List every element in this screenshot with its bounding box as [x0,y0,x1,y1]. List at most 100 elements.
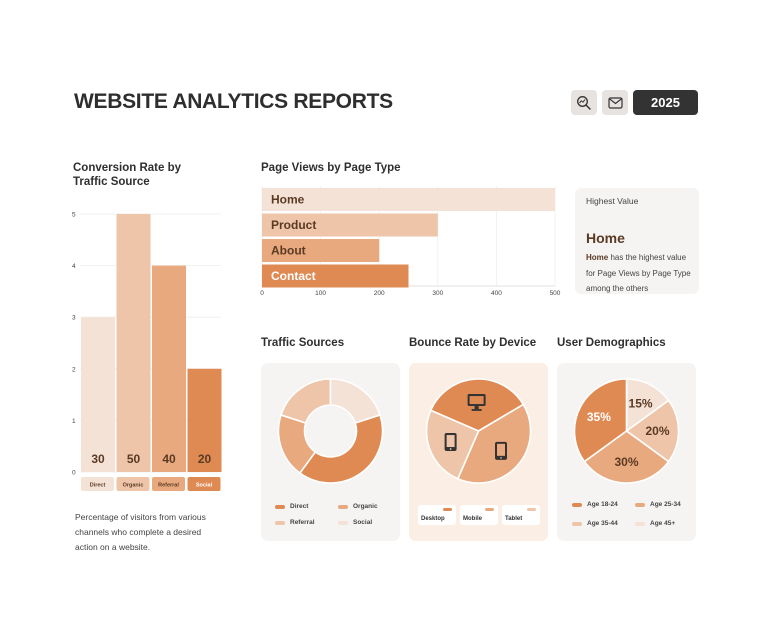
x-tick-label: 100 [315,290,326,297]
legend-swatch [338,520,348,525]
legend-swatch [275,504,285,509]
slice-age-18-24 [573,378,628,463]
category-label-organic: Organic [123,483,144,489]
highest-value-name-inline: Home [586,253,609,262]
category-label-product: Product [271,218,316,232]
bar-about [262,239,380,262]
category-chip-referral [152,477,185,491]
bar-social [187,368,222,472]
device-legend-desktop: Desktop [418,505,456,525]
legend-label: Age 35-44 [587,520,618,527]
page-views-title: Page Views by Page Type [261,162,401,174]
device-legend-mobile: Mobile [460,505,498,525]
legend-swatch [635,502,645,507]
legend-label: Age 25-34 [650,501,681,508]
legend-swatch [572,502,582,507]
device-legend-tablet: Tablet [502,505,540,525]
mail-icon [607,96,623,109]
legend-item-social: Social [338,519,372,526]
bar-direct [81,317,115,472]
legend-label: Social [353,519,373,526]
legend-label: Organic [353,503,378,510]
x-tick-label: 500 [550,290,561,297]
slice-age-45 [625,378,670,433]
highest-value-description: Home has the highest value for Page View… [586,250,694,297]
data-label-organic: 50 [127,452,141,466]
legend-swatch [275,520,285,525]
legend-label: Direct [290,503,309,510]
legend-label: Desktop [421,516,445,522]
bar-organic [116,214,151,472]
x-tick-label: 400 [491,290,502,297]
conversion-title: Conversion Rate by Traffic Source [73,162,181,188]
legend-item-age-45: Age 45+ [635,520,675,527]
bounce-title: Bounce Rate by Device [409,337,537,349]
category-label-referral: Referral [158,483,179,489]
data-label-direct: 30 [91,452,105,466]
slice-direct [298,413,384,484]
x-tick-label: 200 [374,290,385,297]
bar-contact [262,264,409,288]
bar-referral [152,265,186,472]
bar-product [262,213,438,237]
legend-swatch [635,521,645,526]
data-label-age-18-24: 35% [587,410,611,424]
y-tick-label: 2 [72,366,76,373]
y-tick-label: 0 [72,470,76,477]
category-label-contact: Contact [271,269,316,283]
bounce-pie-chart [425,378,532,484]
legend-label: Tablet [505,516,523,522]
legend-swatch [338,504,348,509]
legend-label: Age 45+ [650,520,676,527]
legend-label: Age 18-24 [587,501,618,508]
category-chip-organic [116,477,150,491]
tablet-icon [444,433,457,452]
legend-item-age-25-34: Age 25-34 [635,501,681,508]
data-label-referral: 40 [162,452,176,466]
data-label-age-35-44: 20% [645,424,669,438]
y-tick-label: 1 [72,418,76,425]
slice-referral [280,378,332,424]
x-tick-label: 0 [260,290,264,297]
highest-value-card: Highest Value Home Home has the highest … [575,188,699,294]
desktop-icon [467,394,486,411]
conversion-description: Percentage of visitors from various chan… [75,512,206,552]
traffic-title: Traffic Sources [261,337,345,349]
legend-item-age-35-44: Age 35-44 [572,520,618,527]
traffic-donut-chart [277,378,384,484]
y-tick-label: 4 [72,263,76,270]
legend-item-age-18-24: Age 18-24 [572,501,618,508]
highest-value-label: Highest Value [586,196,639,206]
analytics-search-button[interactable] [571,90,597,115]
slice-age-35-44 [625,399,680,463]
conversion-bar-chart: 0 1 2 3 4 5 30 Direct 50 Organic 40 Referral 20 Socia… [72,212,222,491]
data-label-age-45: 15% [629,396,653,410]
bar-home [262,188,555,211]
legend-item-direct: Direct [275,503,308,510]
search-analytics-icon [577,95,591,110]
legend-label: Referral [290,519,315,526]
data-label-age-25-34: 30% [614,455,638,469]
legend-item-referral: Referral [275,519,315,526]
demographics-title: User Demographics [557,337,666,349]
demographics-pie-chart: 15% 20% 30% 35% [573,378,680,484]
y-tick-label: 5 [72,212,76,219]
year-selector-button[interactable]: 2025 [633,90,698,115]
legend-swatch [572,521,582,526]
data-label-social: 20 [198,452,212,466]
slice-mobile [456,403,532,484]
legend-item-organic: Organic [338,503,378,510]
legend-swatch [443,508,452,511]
page-views-bar-chart: 0 100 200 300 400 500 Home Product About Contact [260,186,561,297]
legend-swatch [485,508,494,511]
highest-value-name: Home [586,230,625,246]
mobile-icon [495,441,508,460]
category-chip-social [187,477,221,491]
x-tick-label: 300 [432,290,443,297]
highest-value-description-text: has the highest value for Page Views by … [586,253,691,293]
legend-label: Mobile [463,516,482,522]
page-title: WEBSITE ANALYTICS REPORTS [74,90,393,113]
legend-swatch [527,508,536,511]
category-chip-direct [81,477,114,491]
mail-button[interactable] [602,90,628,115]
